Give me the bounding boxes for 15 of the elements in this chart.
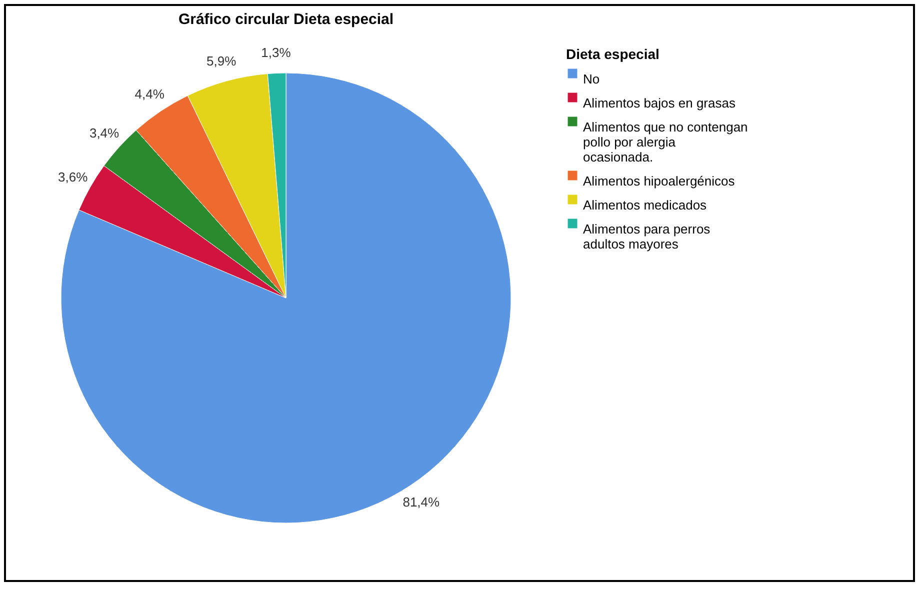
data-label: 1,3% xyxy=(261,45,292,60)
pie-slice xyxy=(60,72,512,523)
legend-label: Alimentos que no contengan pollo por alergia ocasionada. xyxy=(583,120,748,164)
legend-label: Alimentos para perros adultos mayores xyxy=(583,222,711,252)
legend-label: Alimentos bajos en grasas xyxy=(583,96,736,110)
chart-title: Gráfico circular Dieta especial xyxy=(178,11,394,28)
data-label: 3,6% xyxy=(58,169,88,184)
legend-label: No xyxy=(583,72,600,86)
legend-title: Dieta especial xyxy=(566,46,660,62)
data-label: 3,4% xyxy=(89,126,120,141)
data-label: 4,4% xyxy=(134,86,165,102)
data-label: 5,9% xyxy=(206,54,237,69)
legend-label: Alimentos hipoalergénicos xyxy=(583,174,736,188)
legend-label: Alimentos medicados xyxy=(583,198,708,212)
data-label: 81,4% xyxy=(402,494,440,510)
